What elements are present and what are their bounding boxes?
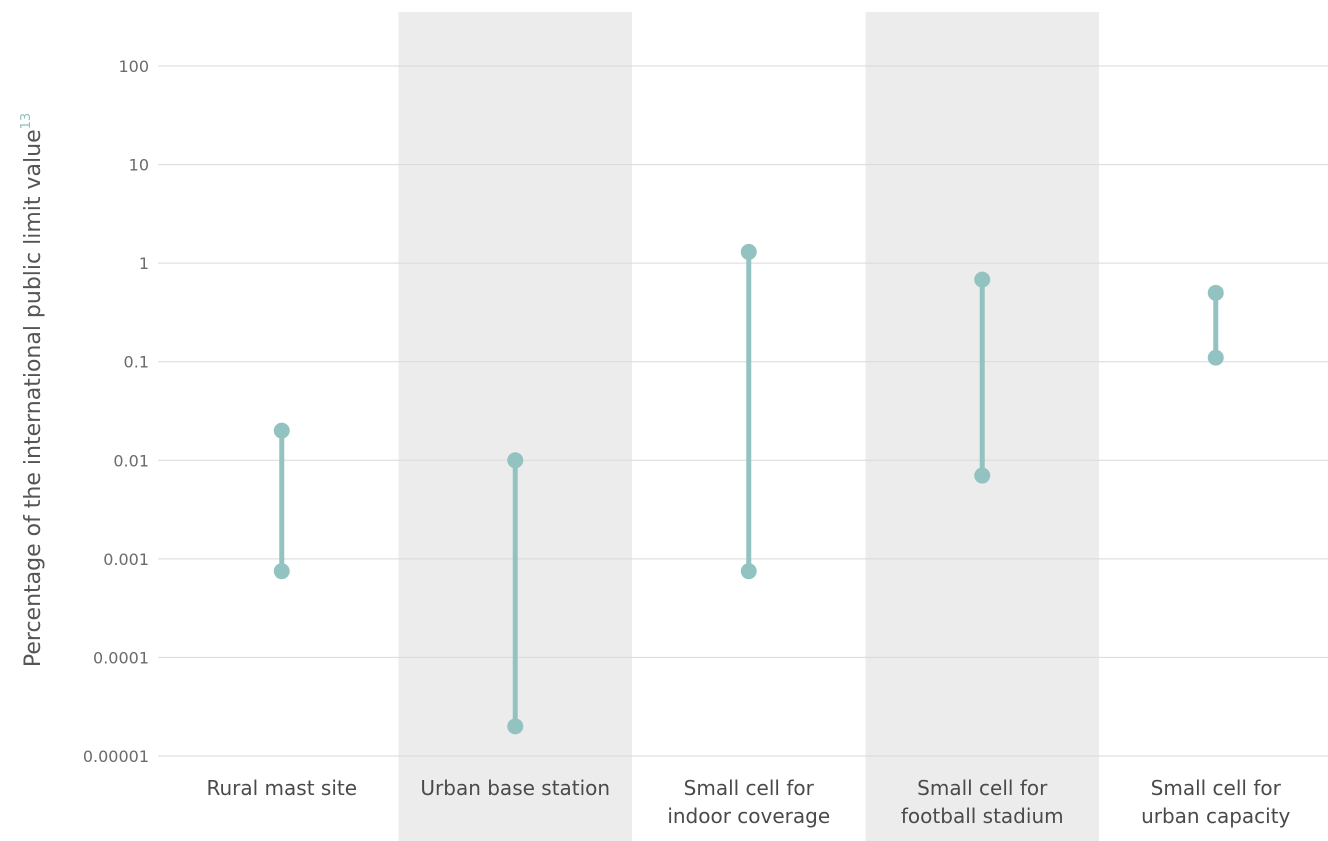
range-high-point	[507, 452, 524, 469]
range-high-point	[273, 422, 290, 439]
y-tick-label: 0.001	[103, 550, 149, 569]
category-label: Small cell for	[917, 776, 1048, 800]
range-low-point	[507, 718, 524, 735]
y-tick-label: 1	[139, 254, 149, 273]
y-tick-label: 0.0001	[93, 648, 149, 667]
y-axis-label: Percentage of the international public l…	[19, 113, 46, 667]
y-tick-label: 10	[129, 156, 149, 175]
y-tick-label: 0.00001	[83, 747, 149, 766]
range-low-point	[740, 563, 757, 580]
category-label: Small cell for	[684, 776, 815, 800]
y-tick-labels: 100 10 1 0.1 0.01 0.001 0.0001 0.00001	[83, 57, 149, 766]
range-low-point	[273, 563, 290, 580]
category-label: urban capacity	[1141, 804, 1290, 828]
range-low-point	[1207, 349, 1224, 366]
range-marks	[273, 243, 1224, 735]
category-label: Rural mast site	[206, 776, 357, 800]
y-tick-label: 0.01	[113, 451, 149, 470]
range-high-point	[974, 271, 991, 288]
category-labels: Rural mast site Urban base station Small c…	[206, 776, 1290, 828]
category-label: football stadium	[901, 804, 1064, 828]
category-label: Small cell for	[1151, 776, 1282, 800]
y-axis-label-text: Percentage of the international public l…	[21, 129, 46, 667]
gridlines	[158, 65, 1328, 757]
category-label: indoor coverage	[667, 804, 830, 828]
range-low-point	[974, 467, 991, 484]
y-tick-label: 100	[118, 57, 149, 76]
y-axis-label-footnote: 13	[19, 113, 34, 130]
range-high-point	[1207, 284, 1224, 301]
range-high-point	[740, 243, 757, 260]
y-tick-label: 0.1	[124, 353, 149, 372]
category-label: Urban base station	[420, 776, 610, 800]
